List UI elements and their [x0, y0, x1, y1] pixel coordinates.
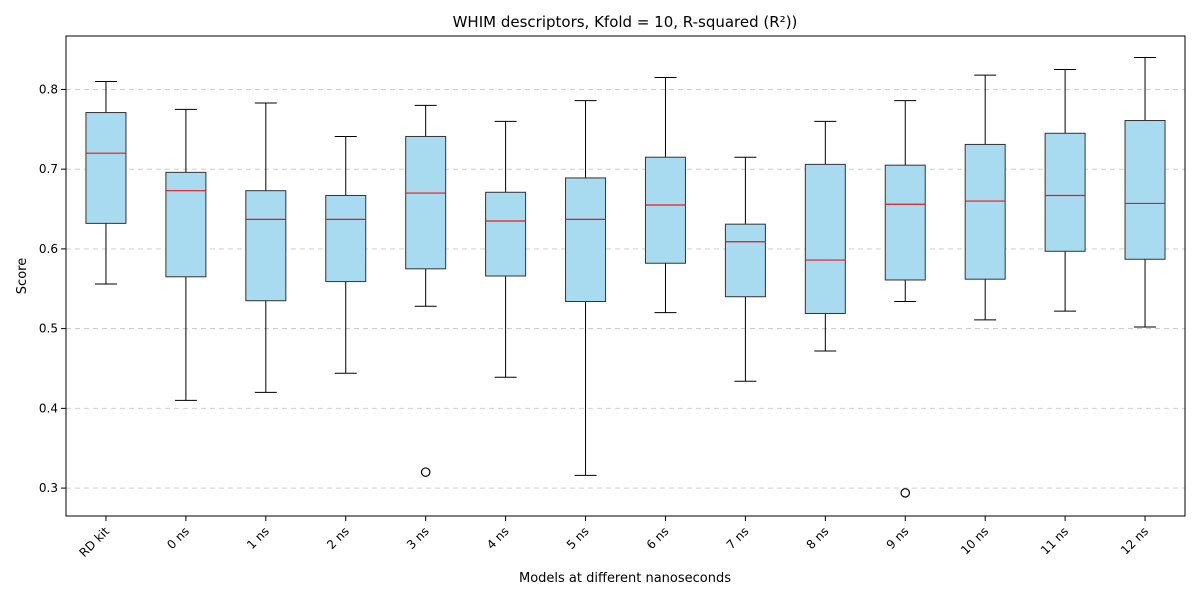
- y-tick-label: 0.3: [39, 481, 58, 495]
- y-axis-ticks: 0.3 0.4 0.5 0.6 0.7 0.8: [39, 82, 66, 495]
- box-10: [804, 120, 846, 352]
- iqr-box: [245, 190, 287, 302]
- y-tick-label: 0.8: [39, 82, 58, 96]
- iqr-box: [485, 191, 527, 277]
- iqr-box: [964, 143, 1006, 280]
- x-tick-label: RD kit: [76, 524, 112, 560]
- box-9: [724, 156, 766, 382]
- box-11: [884, 100, 926, 498]
- x-axis-ticks: RD kit 0 ns 1 ns 2 ns 3 ns 4 ns 5 ns 6 ns 7 ns 8 …: [76, 516, 1151, 560]
- iqr-box: [325, 194, 367, 283]
- y-tick-label: 0.6: [39, 242, 58, 256]
- iqr-box: [724, 223, 766, 298]
- x-tick-label: 6 ns: [644, 524, 672, 552]
- grid-lines: [66, 88, 1185, 489]
- box-1: [85, 80, 127, 285]
- iqr-box: [644, 156, 686, 264]
- iqr-box: [165, 171, 207, 278]
- box-5: [405, 104, 447, 477]
- y-axis-label: Score: [15, 258, 30, 294]
- iqr-box: [804, 163, 846, 314]
- iqr-box: [1124, 120, 1166, 260]
- x-tick-label: 2 ns: [324, 524, 352, 552]
- box-12: [964, 74, 1006, 321]
- x-tick-label: 4 ns: [484, 524, 512, 552]
- iqr-box: [884, 164, 926, 281]
- x-tick-label: 1 ns: [244, 524, 272, 552]
- x-tick-label: 12 ns: [1118, 524, 1151, 557]
- box-3: [245, 102, 287, 393]
- x-tick-label: 3 ns: [404, 524, 432, 552]
- iqr-box: [565, 177, 607, 303]
- iqr-box: [405, 135, 447, 270]
- x-tick-label: 10 ns: [958, 524, 991, 557]
- boxes: [85, 57, 1166, 498]
- outlier-point: [420, 467, 431, 477]
- x-tick-label: 7 ns: [724, 524, 752, 552]
- box-4: [325, 135, 367, 374]
- box-13: [1044, 68, 1086, 312]
- y-tick-label: 0.4: [39, 401, 58, 415]
- iqr-box: [85, 112, 127, 224]
- plot-area-frame: [65, 35, 1186, 517]
- y-tick-label: 0.7: [39, 162, 58, 176]
- box-14: [1124, 57, 1166, 328]
- x-axis-label: Models at different nanoseconds: [519, 571, 731, 586]
- x-tick-label: 8 ns: [804, 524, 832, 552]
- chart-title: WHIM descriptors, Kfold = 10, R-squared …: [453, 13, 798, 31]
- box-2: [165, 108, 207, 401]
- outlier-point: [900, 488, 911, 498]
- box-6: [485, 120, 527, 378]
- iqr-box: [1044, 132, 1086, 252]
- x-tick-label: 11 ns: [1038, 524, 1071, 557]
- y-tick-label: 0.5: [39, 322, 58, 336]
- x-tick-label: 9 ns: [884, 524, 912, 552]
- x-tick-label: 5 ns: [564, 524, 592, 552]
- x-tick-label: 0 ns: [164, 524, 192, 552]
- box-8: [644, 76, 686, 314]
- box-7: [565, 100, 607, 476]
